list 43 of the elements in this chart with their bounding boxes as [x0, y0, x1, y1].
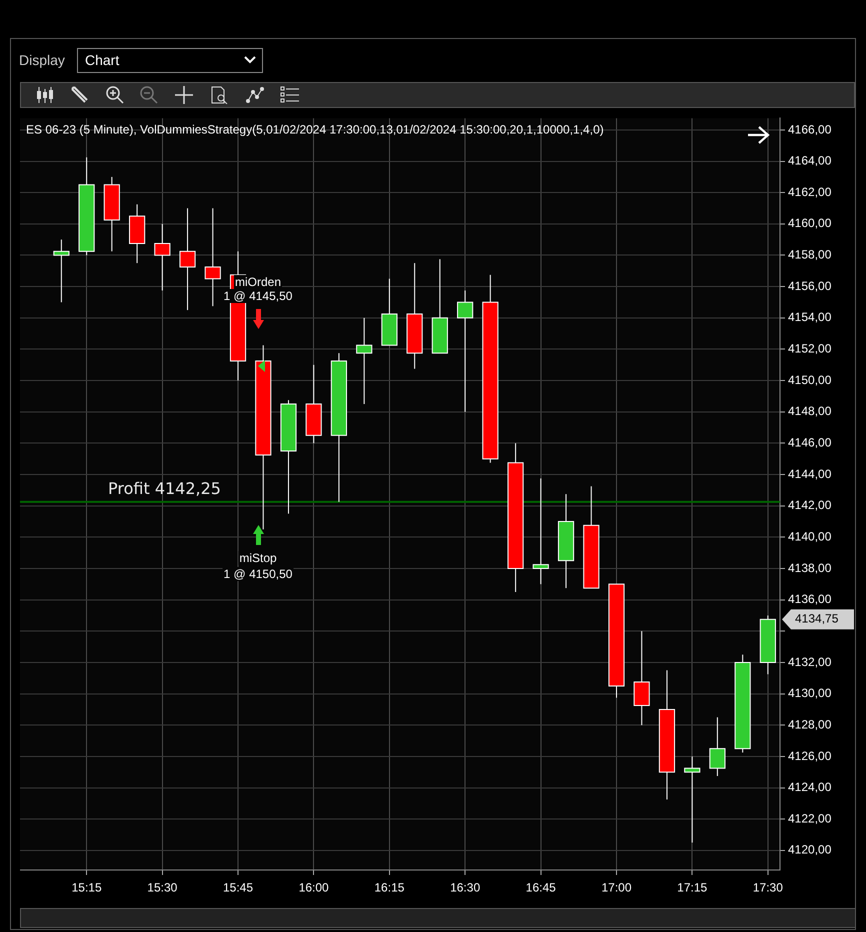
- y-tick-label: 4138,00: [788, 560, 832, 575]
- y-tick-label: 4150,00: [788, 372, 832, 387]
- text: 4134,75: [795, 612, 839, 626]
- text: Chart: [85, 52, 120, 68]
- y-tick-label: 4164,00: [788, 154, 832, 168]
- y-tick-label: 4120,00: [788, 842, 832, 857]
- x-tick-label: 15:30: [147, 880, 178, 895]
- y-tick-label: 4122,00: [788, 811, 832, 826]
- y-tick-label: 4128,00: [788, 717, 832, 732]
- y-tick-label: 4148,00: [788, 404, 832, 418]
- chart-title: ES 06-23 (5 Minute), VolDummiesStrategy(5,01/02/2024 17:30:00,13,01/02/2024 15:30:00,20,1,10000,1,4,0): [26, 122, 604, 137]
- x-tick-label: 17:00: [601, 880, 632, 895]
- y-tick-label: 4166,00: [788, 122, 832, 136]
- y-tick-label: 4146,00: [788, 436, 832, 450]
- y-tick-label: 4154,00: [788, 310, 832, 324]
- y-tick-label: 4152,00: [788, 342, 832, 356]
- y-tick-label: 4140,00: [788, 529, 832, 544]
- y-tick-label: 4156,00: [788, 278, 832, 293]
- x-tick-label: 15:45: [222, 880, 254, 895]
- x-tick-label: 16:00: [298, 880, 330, 895]
- annotation: miStop: [238, 551, 278, 565]
- y-tick-label: 4126,00: [788, 748, 832, 763]
- annotation: 1 @ 4150,50: [222, 567, 294, 581]
- x-tick-label: 17:30: [752, 880, 784, 895]
- y-tick-label: 4160,00: [788, 216, 832, 230]
- y-tick-label: 4130,00: [788, 686, 832, 700]
- y-tick-label: 4142,00: [788, 498, 832, 512]
- annotation: miOrden: [234, 275, 282, 289]
- y-tick-label: 4124,00: [788, 780, 832, 794]
- x-tick-label: 17:15: [677, 880, 708, 895]
- text: Display: [19, 52, 65, 68]
- candlestick: [634, 630, 650, 726]
- x-tick-label: 16:30: [450, 880, 480, 895]
- x-tick-label: 16:45: [526, 880, 556, 895]
- y-tick-label: 4144,00: [788, 466, 832, 481]
- y-tick-label: 4132,00: [788, 654, 832, 669]
- x-tick-label: 16:15: [374, 880, 405, 895]
- y-tick-label: 4162,00: [788, 184, 832, 199]
- x-tick-label: 15:15: [72, 880, 102, 895]
- y-tick-label: 4136,00: [788, 592, 832, 606]
- ref-line-label: Profit 4142,25: [108, 479, 221, 498]
- y-tick-label: 4158,00: [788, 248, 832, 262]
- annotation: 1 @ 4145,50: [222, 289, 294, 303]
